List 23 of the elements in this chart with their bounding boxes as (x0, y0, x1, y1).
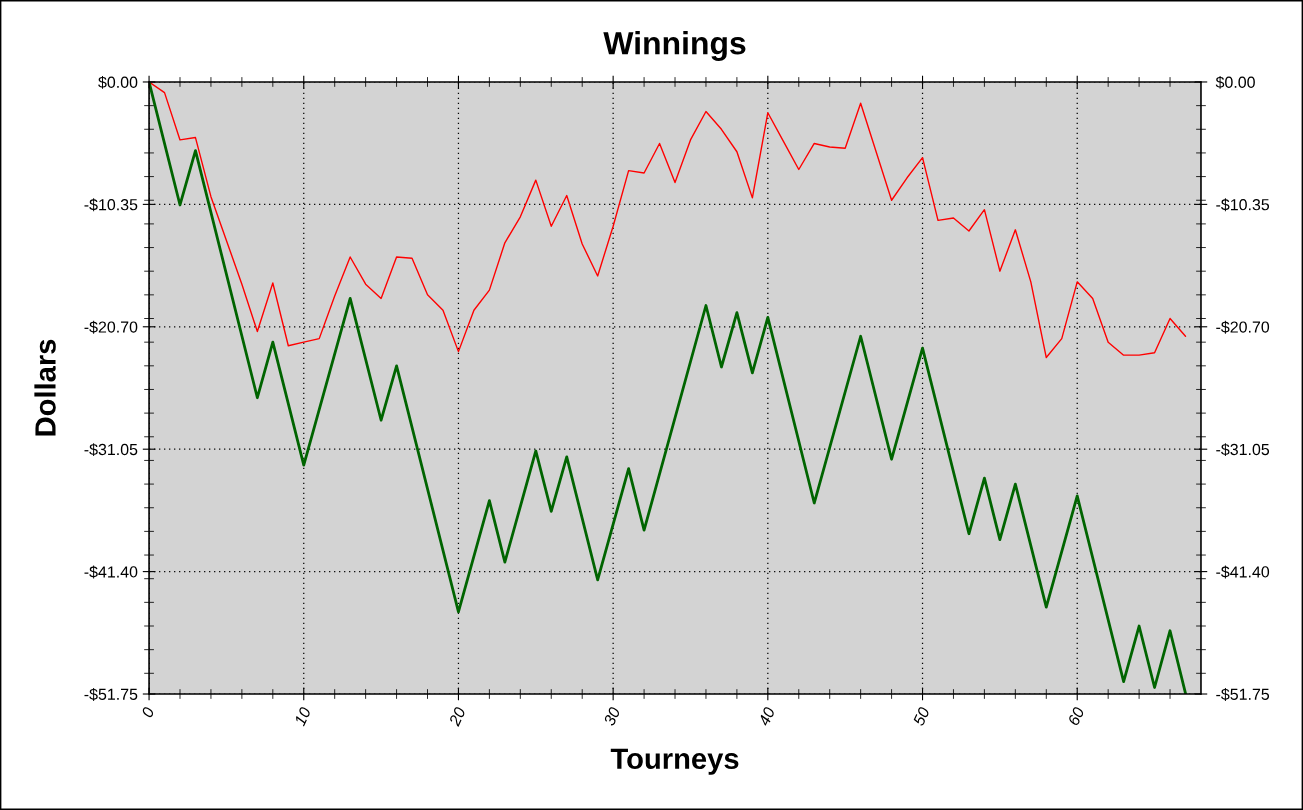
y-tick-label: -$20.70 (84, 320, 138, 334)
x-tick-label: 50 (912, 706, 931, 727)
x-tick-label: 0 (141, 706, 155, 719)
y-tick-label: -$10.35 (84, 198, 138, 212)
y2-tick-label: -$41.40 (1216, 565, 1270, 579)
x-tick-label: 20 (448, 706, 467, 727)
x-tick-label: 60 (1067, 706, 1085, 727)
x-tick-label: 40 (757, 706, 776, 727)
line-series (149, 81, 1187, 359)
y2-tick-label: -$51.75 (1216, 687, 1270, 701)
y-tick-label: -$41.40 (84, 565, 138, 579)
y-axis-title: Dollars (34, 339, 56, 436)
y-tick-label: -$31.05 (84, 443, 138, 457)
x-tick-label: 10 (293, 706, 312, 727)
y2-tick-label: -$20.70 (1216, 320, 1270, 334)
y-tick-label: $0.00 (98, 75, 138, 89)
y2-tick-label: -$31.05 (1216, 443, 1270, 457)
y2-tick-label: $0.00 (1215, 75, 1255, 89)
y-tick-label: -$51.75 (84, 687, 138, 701)
y2-tick-label: -$10.35 (1216, 198, 1270, 212)
x-tick-label: 30 (603, 706, 621, 727)
x-axis-title: Tourneys (610, 748, 739, 775)
chart-title: Winnings (603, 31, 746, 61)
